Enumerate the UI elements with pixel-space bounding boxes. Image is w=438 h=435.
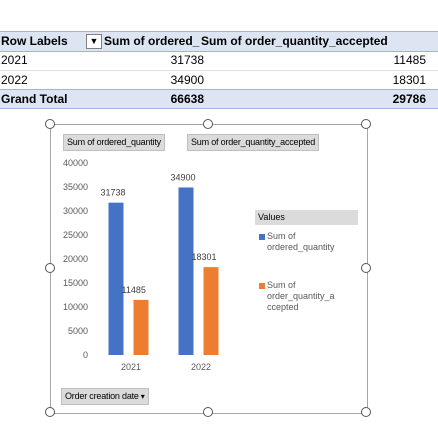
y-tick-label: 10000 bbox=[63, 302, 88, 312]
resize-handle-top-right[interactable] bbox=[361, 119, 371, 129]
resize-handle-bottom[interactable] bbox=[203, 407, 213, 417]
pivot-header-row: Row Labels ▼ Sum of ordered_ Sum of orde… bbox=[0, 31, 438, 52]
legend-item-ordered[interactable]: Sum of ordered_quantity bbox=[267, 231, 335, 253]
data-label: 34900 bbox=[171, 172, 196, 182]
y-tick-label: 30000 bbox=[63, 206, 88, 216]
legend-item-accepted[interactable]: Sum of order_quantity_a ccepted bbox=[267, 280, 335, 313]
y-tick-label: 35000 bbox=[63, 182, 88, 192]
row-label[interactable]: 2021 bbox=[1, 53, 28, 67]
legend-line: ccepted bbox=[267, 302, 299, 312]
grand-total-row[interactable]: Grand Total 66638 29786 bbox=[0, 89, 438, 109]
filter-dropdown-icon[interactable]: ▼ bbox=[86, 34, 102, 49]
legend-swatch-accepted bbox=[259, 283, 265, 289]
data-label: 31738 bbox=[101, 188, 126, 198]
sum-accepted-header[interactable]: Sum of order_quantity_accepted bbox=[201, 34, 388, 48]
y-tick-label: 5000 bbox=[68, 326, 88, 336]
legend-title[interactable]: Values bbox=[255, 210, 358, 225]
resize-handle-right[interactable] bbox=[361, 263, 371, 273]
legend-line: order_quantity_a bbox=[267, 291, 335, 301]
pivot-chart[interactable]: 0 5000 10000 15000 20000 25000 30000 35000 40000… bbox=[50, 124, 368, 414]
resize-handle-left[interactable] bbox=[45, 263, 55, 273]
grand-total-ordered[interactable]: 66638 bbox=[170, 92, 204, 106]
legend-line: Sum of bbox=[267, 231, 296, 241]
value-field-button-ordered[interactable]: Sum of ordered_quantity bbox=[63, 134, 165, 151]
sum-ordered-header[interactable]: Sum of ordered_ bbox=[104, 34, 200, 48]
resize-handle-top[interactable] bbox=[203, 119, 213, 129]
chart-plot: 0 5000 10000 15000 20000 25000 30000 35000 40000… bbox=[63, 158, 219, 372]
grand-total-accepted[interactable]: 29786 bbox=[392, 92, 426, 106]
table-row[interactable]: 2021 31738 11485 bbox=[0, 51, 438, 69]
bar-ordered-2021 bbox=[108, 202, 124, 355]
y-tick-label: 40000 bbox=[63, 158, 88, 168]
table-row[interactable]: 2022 34900 18301 bbox=[0, 70, 438, 89]
y-tick-label: 0 bbox=[83, 350, 88, 360]
data-label: 11485 bbox=[122, 285, 146, 295]
y-tick-label: 15000 bbox=[63, 278, 88, 288]
x-tick-label: 2022 bbox=[191, 362, 211, 372]
accepted-value[interactable]: 11485 bbox=[393, 53, 426, 67]
bar-accepted-2021 bbox=[133, 299, 149, 355]
legend-swatch-ordered bbox=[259, 234, 265, 240]
y-tick-label: 25000 bbox=[63, 230, 88, 240]
resize-handle-bottom-left[interactable] bbox=[45, 407, 55, 417]
resize-handle-bottom-right[interactable] bbox=[361, 407, 371, 417]
ordered-value[interactable]: 34900 bbox=[170, 73, 204, 87]
value-field-button-accepted[interactable]: Sum of order_quantity_accepted bbox=[187, 134, 320, 151]
x-tick-label: 2021 bbox=[121, 362, 141, 372]
bar-accepted-2022 bbox=[203, 267, 219, 355]
grand-total-label[interactable]: Grand Total bbox=[1, 92, 68, 106]
axis-field-button[interactable]: Order creation date bbox=[61, 388, 149, 405]
row-labels-header[interactable]: Row Labels bbox=[1, 34, 68, 48]
data-label: 18301 bbox=[192, 252, 217, 262]
ordered-value[interactable]: 31738 bbox=[170, 53, 204, 67]
y-tick-label: 20000 bbox=[63, 254, 88, 264]
legend-line: Sum of bbox=[267, 280, 296, 290]
legend-line: ordered_quantity bbox=[267, 242, 335, 252]
bar-ordered-2022 bbox=[178, 187, 194, 355]
accepted-value[interactable]: 18301 bbox=[392, 73, 426, 87]
row-label[interactable]: 2022 bbox=[1, 73, 28, 87]
resize-handle-top-left[interactable] bbox=[45, 119, 55, 129]
